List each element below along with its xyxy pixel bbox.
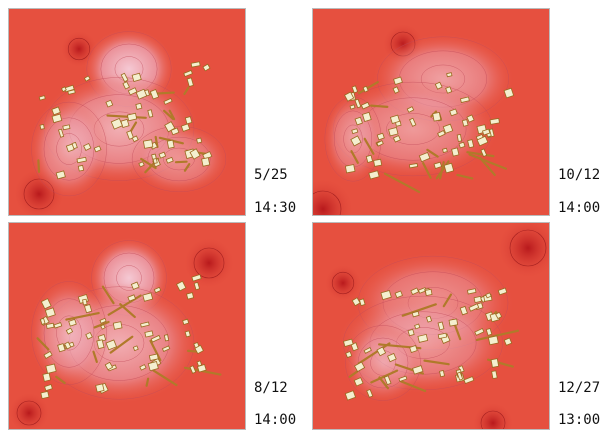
building xyxy=(433,112,441,121)
building xyxy=(185,117,192,124)
building xyxy=(121,119,129,127)
building xyxy=(46,364,56,373)
street xyxy=(176,162,187,163)
building xyxy=(425,289,432,295)
building xyxy=(449,319,458,326)
building xyxy=(63,125,70,130)
building xyxy=(136,103,142,109)
building xyxy=(418,334,428,342)
building xyxy=(197,138,202,143)
building xyxy=(43,373,51,381)
building xyxy=(491,359,499,368)
building xyxy=(408,329,414,335)
building xyxy=(185,331,190,337)
date-label: 8/12 xyxy=(254,380,288,396)
hot-spot xyxy=(184,238,234,288)
building xyxy=(164,335,168,341)
building xyxy=(41,391,49,398)
map-drawing xyxy=(9,223,245,429)
date-label: 12/27 xyxy=(558,380,600,396)
building xyxy=(452,148,459,156)
street xyxy=(38,160,39,172)
building xyxy=(345,165,355,173)
building xyxy=(440,371,445,377)
contour-map xyxy=(8,222,246,430)
building xyxy=(457,134,461,141)
building xyxy=(183,319,189,324)
contour-map xyxy=(312,222,550,430)
building xyxy=(459,142,465,148)
building xyxy=(46,323,54,328)
building xyxy=(113,322,122,330)
building xyxy=(490,118,499,124)
date-label: 10/12 xyxy=(558,167,600,183)
building xyxy=(83,299,88,305)
building xyxy=(366,155,372,162)
street xyxy=(147,379,148,386)
time-label: 13:00 xyxy=(558,412,600,428)
time-label: 14:00 xyxy=(254,412,296,428)
building xyxy=(96,384,104,392)
building xyxy=(492,371,498,379)
building xyxy=(443,148,448,152)
building xyxy=(78,165,83,171)
building xyxy=(488,336,498,345)
building xyxy=(167,140,174,148)
time-label: 14:30 xyxy=(254,200,296,216)
building xyxy=(462,120,468,127)
building xyxy=(389,128,398,136)
map-drawing xyxy=(313,9,549,215)
building xyxy=(444,163,453,173)
time-label: 14:00 xyxy=(558,200,600,216)
cool-area xyxy=(129,124,229,194)
building xyxy=(152,154,157,159)
building xyxy=(474,296,481,302)
building xyxy=(447,73,452,77)
figure: 5/25 14:30 10/12 14:00 8/12 14:00 12/27 … xyxy=(0,0,605,434)
contour-map xyxy=(8,8,246,216)
map-drawing xyxy=(9,9,245,215)
building xyxy=(149,354,158,360)
street xyxy=(371,106,387,107)
building xyxy=(40,124,44,129)
building xyxy=(143,140,152,149)
building xyxy=(187,293,194,300)
contour-map xyxy=(312,8,550,216)
building xyxy=(127,113,136,120)
building xyxy=(374,159,382,166)
building xyxy=(133,346,138,351)
building xyxy=(202,158,210,167)
map-drawing xyxy=(313,223,549,429)
date-label: 5/25 xyxy=(254,167,288,183)
